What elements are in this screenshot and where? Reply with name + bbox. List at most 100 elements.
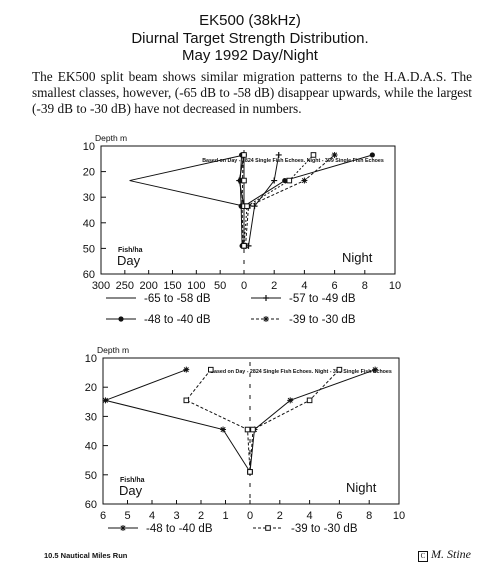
marker-star — [331, 151, 338, 158]
legend-entry: -57 to -49 dB — [251, 293, 356, 305]
series-line-night — [245, 154, 335, 246]
x-tick-label: 4 — [149, 510, 155, 522]
x-tick-label: 150 — [163, 280, 181, 292]
legend-label: -48 to -40 dB — [146, 523, 213, 535]
series-2 — [183, 366, 343, 475]
series-line-day — [241, 154, 244, 246]
chart-panel-1: 10 20 30 40 50 60 Depth m 300 250 200 150 100 50 0 2 4 6… — [83, 133, 401, 326]
legend-label: -65 to -58 dB — [144, 293, 211, 305]
marker-plus — [271, 177, 278, 184]
day-label: Day — [117, 253, 141, 268]
legend-entry: -39 to -30 dB — [253, 523, 358, 535]
y-tick-label: 40 — [83, 218, 95, 230]
marker-star — [263, 316, 269, 322]
x-tick-label: 10 — [393, 510, 405, 522]
y-tick-label: 10 — [85, 353, 97, 365]
y-tick-label: 10 — [83, 141, 95, 153]
series-5 — [241, 152, 317, 249]
x-unit-label: Fish/ha — [118, 247, 143, 254]
plot-frame — [100, 145, 396, 275]
x-tick-label: 50 — [214, 280, 226, 292]
chart-caption: Based on Day - 2824 Single Fish Echoes. … — [210, 369, 392, 375]
series-line-day — [129, 154, 245, 246]
marker-star — [102, 397, 109, 404]
x-tick-label: 10 — [389, 280, 401, 292]
marker-square — [250, 426, 256, 433]
marker-square — [286, 177, 293, 184]
x-tick-label: 100 — [187, 280, 205, 292]
series-line-day — [239, 154, 243, 246]
series-line-night — [249, 369, 376, 472]
marker-square — [241, 243, 247, 249]
marker-square — [208, 366, 214, 373]
legend-entry: -39 to -30 dB — [251, 314, 356, 326]
marker-plus — [251, 203, 258, 210]
date-line: May 1992 Day/Night — [182, 47, 318, 64]
legend-entry: -48 to -40 dB — [106, 314, 211, 326]
marker-dot — [118, 316, 124, 322]
marker-star — [301, 177, 308, 184]
legend-label: -39 to -30 dB — [291, 523, 358, 535]
legend-entry: -65 to -58 dB — [106, 293, 211, 305]
x-tick-label: 300 — [92, 280, 110, 292]
y-tick-label: 60 — [85, 499, 97, 511]
chart-caption: Based on Day - 2824 Single Fish Echoes. … — [202, 158, 384, 164]
y-tick-label: 20 — [83, 167, 95, 179]
x-tick-label: 2 — [271, 280, 277, 292]
marker-square — [183, 397, 190, 404]
y-tick-label: 30 — [83, 192, 95, 204]
legend-label: -57 to -49 dB — [289, 293, 356, 305]
legend-label: -48 to -40 dB — [144, 314, 211, 326]
night-label: Night — [346, 480, 377, 495]
marker-star — [287, 397, 294, 404]
y-axis-label: Depth m — [97, 345, 129, 355]
signature: C M. Stine — [418, 547, 471, 562]
series-3 — [237, 152, 375, 249]
marker-dot — [282, 177, 288, 184]
x-tick-label: 5 — [124, 510, 130, 522]
x-tick-label: 8 — [366, 510, 372, 522]
x-tick-label: 6 — [332, 280, 338, 292]
series-1 — [102, 366, 379, 475]
y-tick-label: 60 — [83, 269, 95, 281]
x-tick-label: 4 — [307, 510, 313, 522]
series-line-night — [249, 369, 340, 472]
x-tick-label: 200 — [139, 280, 157, 292]
marker-star — [372, 366, 379, 373]
series-1 — [129, 154, 245, 246]
x-tick-label: 6 — [100, 510, 106, 522]
night-label: Night — [342, 250, 373, 265]
marker-square — [244, 426, 251, 433]
marker-square — [241, 152, 247, 158]
x-tick-label: 1 — [222, 510, 228, 522]
marker-star — [183, 366, 190, 373]
x-tick-label: 2 — [198, 510, 204, 522]
marker-square — [310, 152, 317, 158]
series-line-night — [243, 154, 314, 246]
x-tick-label: 4 — [301, 280, 307, 292]
marker-plus — [263, 295, 269, 301]
marker-dot — [369, 152, 375, 158]
copyright-icon: C — [418, 551, 428, 562]
footer-note: 10.5 Nautical Miles Run — [44, 551, 128, 560]
x-tick-label: 250 — [116, 280, 134, 292]
legend-label: -39 to -30 dB — [289, 314, 356, 326]
marker-star — [120, 525, 126, 531]
signature-text: M. Stine — [431, 547, 471, 561]
marker-square — [265, 525, 271, 531]
day-label: Day — [119, 483, 143, 498]
y-tick-label: 20 — [85, 382, 97, 394]
marker-square — [247, 469, 253, 475]
title: EK500 (38kHz) — [199, 12, 301, 29]
marker-plus — [275, 151, 282, 158]
marker-square — [241, 177, 247, 184]
series-line-day — [103, 369, 251, 473]
y-tick-label: 50 — [85, 470, 97, 482]
plot-frame — [102, 357, 400, 505]
y-axis-label: Depth m — [95, 133, 127, 143]
marker-star — [220, 426, 227, 433]
subtitle: Diurnal Target Strength Distribution. — [131, 30, 369, 47]
series-line-night — [243, 154, 373, 246]
y-tick-label: 50 — [83, 243, 95, 255]
